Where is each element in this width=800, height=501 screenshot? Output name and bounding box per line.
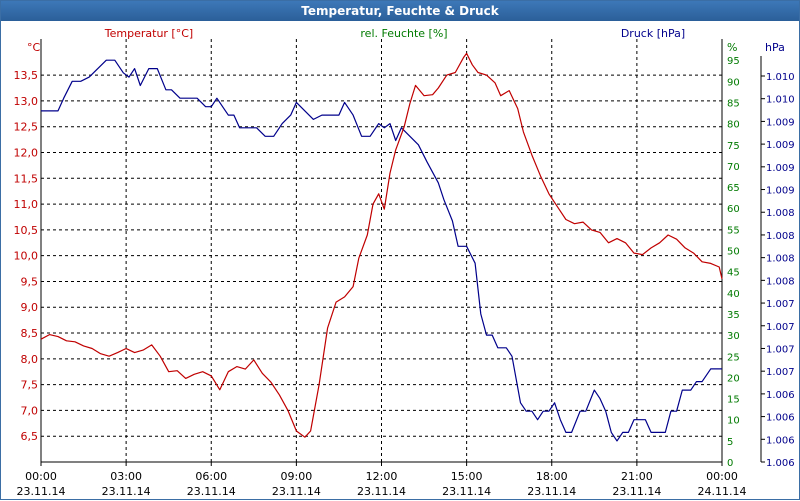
y-tick-label-humidity: 65	[727, 183, 740, 194]
y-tick-label-humidity: 15	[727, 395, 740, 406]
y-tick-label-temperature: 8,5	[21, 327, 39, 340]
y-tick-label-humidity: 95	[727, 56, 740, 67]
y-tick-label-humidity: 35	[727, 310, 740, 321]
y-tick-label-temperature: 13,5	[14, 69, 39, 82]
y-tick-label-pressure: 1.009	[766, 163, 795, 174]
y-tick-label-humidity: 80	[727, 120, 740, 131]
y-tick-label-temperature: 13,0	[14, 95, 39, 108]
y-tick-label-pressure: 1.010	[766, 72, 795, 83]
y-tick-label-temperature: 8,0	[21, 353, 39, 366]
x-tick-label-time: 06:00	[195, 470, 227, 483]
legend-temperature: Temperatur [°C]	[104, 27, 193, 40]
y-tick-label-pressure: 1.007	[766, 322, 795, 333]
y-tick-label-pressure: 1.010	[766, 95, 795, 106]
y-tick-label-humidity: 75	[727, 141, 740, 152]
y-tick-label-pressure: 1.008	[766, 276, 795, 287]
x-tick-label-time: 15:00	[451, 470, 483, 483]
y-tick-label-pressure: 1.006	[766, 390, 795, 401]
y-tick-label-humidity: 50	[727, 247, 740, 258]
y-axis-right-unit: hPa	[765, 41, 785, 54]
x-tick-label-time: 21:00	[621, 470, 653, 483]
x-tick-label-date: 23.11.14	[187, 485, 236, 498]
series-line-pressure	[41, 59, 722, 442]
y-tick-label-humidity: 20	[727, 373, 740, 384]
y-tick-label-temperature: 10,5	[14, 224, 39, 237]
x-tick-label-time: 12:00	[366, 470, 398, 483]
x-tick-label-time: 09:00	[281, 470, 313, 483]
y-tick-label-humidity: 45	[727, 268, 740, 279]
x-tick-label-time: 03:00	[110, 470, 142, 483]
y-tick-label-humidity: 85	[727, 98, 740, 109]
window-title: Temperatur, Feuchte & Druck	[1, 1, 799, 21]
y-tick-label-humidity: 90	[727, 77, 740, 88]
y-tick-label-pressure: 1.008	[766, 254, 795, 265]
x-tick-label-date: 23.11.14	[527, 485, 576, 498]
y-tick-label-pressure: 1.008	[766, 208, 795, 219]
y-tick-label-temperature: 11,0	[14, 198, 39, 211]
y-tick-label-temperature: 7,0	[21, 404, 39, 417]
y-tick-label-humidity: 10	[727, 416, 740, 427]
y-axis-middle-unit: %	[727, 41, 737, 54]
y-tick-label-pressure: 1.009	[766, 117, 795, 128]
y-tick-label-temperature: 9,0	[21, 301, 39, 314]
x-tick-label-date: 23.11.14	[442, 485, 491, 498]
y-tick-label-pressure: 1.009	[766, 186, 795, 197]
y-tick-label-temperature: 12,0	[14, 146, 39, 159]
y-tick-label-humidity: 55	[727, 225, 740, 236]
y-tick-label-pressure: 1.007	[766, 299, 795, 310]
y-tick-label-humidity: 30	[727, 331, 740, 342]
y-tick-label-temperature: 7,5	[21, 379, 39, 392]
series-line-temperature	[40, 52, 723, 438]
x-tick-label-date: 23.11.14	[17, 485, 66, 498]
x-tick-label-time: 00:00	[25, 470, 57, 483]
legend-pressure: Druck [hPa]	[621, 27, 685, 40]
y-tick-label-pressure: 1.006	[766, 435, 795, 446]
y-tick-label-pressure: 1.006	[766, 458, 795, 469]
y-tick-label-humidity: 0	[727, 458, 733, 469]
y-tick-label-temperature: 6,5	[21, 430, 39, 443]
legend-humidity: rel. Feuchte [%]	[360, 27, 447, 40]
x-tick-label-date: 23.11.14	[612, 485, 661, 498]
y-tick-label-humidity: 60	[727, 204, 740, 215]
y-tick-label-humidity: 5	[727, 437, 733, 448]
y-tick-label-temperature: 11,5	[14, 172, 39, 185]
x-tick-label-time: 18:00	[536, 470, 568, 483]
y-tick-label-temperature: 9,5	[21, 275, 39, 288]
x-tick-label-date: 23.11.14	[102, 485, 151, 498]
x-tick-label-date: 23.11.14	[357, 485, 406, 498]
y-tick-label-pressure: 1.009	[766, 140, 795, 151]
x-tick-label-date: 24.11.14	[698, 485, 747, 498]
y-tick-label-pressure: 1.006	[766, 413, 795, 424]
y-tick-label-pressure: 1.008	[766, 231, 795, 242]
x-tick-label-date: 23.11.14	[272, 485, 321, 498]
x-tick-label-time: 00:00	[706, 470, 738, 483]
y-tick-label-pressure: 1.007	[766, 344, 795, 355]
y-tick-label-humidity: 70	[727, 162, 740, 173]
y-axis-left-unit: °C	[27, 41, 41, 54]
y-tick-label-temperature: 12,5	[14, 121, 39, 134]
y-tick-label-humidity: 40	[727, 289, 740, 300]
y-tick-label-temperature: 10,0	[14, 250, 39, 263]
y-tick-label-pressure: 1.007	[766, 367, 795, 378]
y-tick-label-humidity: 25	[727, 352, 740, 363]
